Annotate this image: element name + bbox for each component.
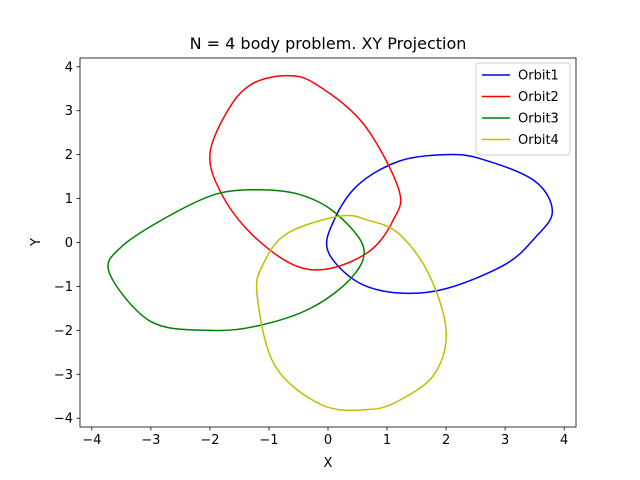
y-tick-label: 1 [65,192,73,207]
x-tick-label: −3 [141,433,160,448]
y-tick-label: −4 [54,412,73,427]
x-tick-label: −4 [82,433,101,448]
y-tick-label: 2 [65,148,73,163]
series-line-orbit3 [107,189,365,332]
x-tick-label: −1 [259,433,278,448]
series-line-orbit4 [255,214,447,412]
legend-box [475,62,571,156]
legend-label-orbit1: Orbit1 [518,69,559,84]
legend-label-orbit4: Orbit4 [518,133,559,148]
x-tick-label: 2 [442,433,450,448]
y-axis-label: Y [29,238,44,247]
series-line-orbit2 [209,74,402,271]
axes: −4 −3 −2 −1 0 1 2 3 4 −4 −3 −2 −1 0 1 2 3 4 [54,57,577,448]
x-tick-label: 3 [501,433,509,448]
legend-label-orbit3: Orbit3 [518,112,559,127]
x-axis-label: X [324,456,333,471]
x-tick-label: 4 [560,433,568,448]
x-tick-label: −2 [200,433,219,448]
chart-title: N = 4 body problem. XY Projection [190,34,467,53]
y-tick-label: −3 [54,368,73,383]
x-tick-label: 1 [383,433,391,448]
legend-label-orbit2: Orbit2 [518,90,559,105]
series-line-orbit1 [325,153,554,295]
y-tick-label: 4 [65,60,73,75]
y-tick-label: −1 [54,280,73,295]
x-tick-label: 0 [324,433,332,448]
legend: Orbit1 Orbit2 Orbit3 Orbit4 [475,62,571,156]
y-tick-label: 3 [65,104,73,119]
y-tick-label: −2 [54,324,73,339]
y-tick-label: 0 [65,236,73,251]
